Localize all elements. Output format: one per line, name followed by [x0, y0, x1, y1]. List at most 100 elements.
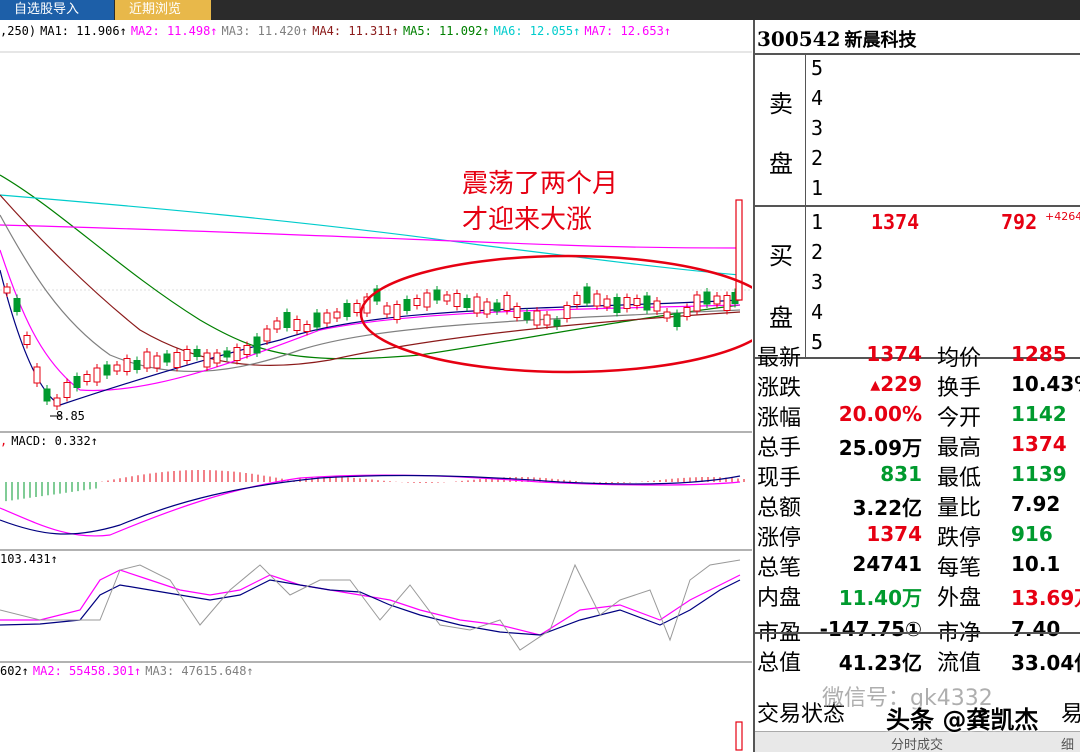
quote-value: 7.92: [1011, 492, 1061, 516]
bid1-volume: 792: [1001, 210, 1038, 234]
quote-value: 41.23亿: [838, 651, 922, 675]
macd-legend: , MACD: 0.332↑: [0, 434, 98, 448]
quote-label: 跌停: [937, 526, 982, 551]
quote-label: 最低: [937, 466, 982, 491]
candle: [683, 307, 691, 317]
candle: [233, 347, 241, 361]
ma4-label: MA4: 11.311↑: [312, 24, 399, 38]
candle: [483, 301, 491, 315]
top-tab-bar: 自选股导入 近期浏览: [0, 0, 1080, 20]
divider: [755, 632, 1080, 634]
candle: [63, 382, 71, 398]
buy-level: 2: [811, 240, 824, 264]
ma7-curve: [0, 224, 741, 249]
stock-header: 300542 新晨科技: [757, 26, 917, 52]
candle: [293, 319, 301, 331]
tab-tick-trades[interactable]: 分时成交: [891, 738, 944, 752]
quote-label: 现手: [757, 466, 802, 491]
chart-annotation: 震荡了两个月 才迎来大涨: [462, 166, 618, 238]
kline-svg: [0, 51, 752, 751]
candle: [353, 303, 361, 313]
buy-label-2: 盘: [769, 304, 793, 332]
buy-level: 3: [811, 270, 824, 294]
candle: [653, 300, 661, 312]
quote-value: -147.75①: [819, 617, 922, 641]
candle: [93, 367, 101, 383]
quote-value: 20.00%: [838, 402, 922, 426]
candle: [433, 289, 441, 301]
quote-label: 换手: [937, 376, 982, 401]
stock-code: 300542: [757, 27, 841, 51]
candle: [453, 293, 461, 307]
annotation-line-1: 震荡了两个月: [462, 169, 619, 199]
quote-label: 总手: [757, 436, 802, 461]
candle: [303, 324, 311, 332]
candle: [173, 352, 181, 368]
kdj-legend: 103.431↑: [0, 552, 58, 566]
candle: [403, 299, 411, 311]
sell-level: 5: [811, 56, 824, 80]
stock-name: 新晨科技: [844, 30, 917, 51]
wechat-watermark: 微信号：gk4332: [822, 686, 993, 711]
quote-label: 市盈: [757, 621, 802, 646]
quote-value: 1374: [866, 342, 922, 366]
kline-chart-area[interactable]: ,250) MA1: 11.906↑ MA2: 11.498↑ MA3: 11.420…: [0, 20, 752, 752]
ma6-curve: [0, 194, 741, 276]
quote-label: 涨停: [757, 526, 802, 551]
quote-row: 最新 1374 均价 1285: [755, 340, 1080, 371]
quote-value: 24741: [852, 552, 922, 576]
ma1-label: MA1: 11.906↑: [40, 24, 127, 38]
sell-level: 1: [811, 176, 824, 200]
sell-level: 4: [811, 86, 824, 110]
candle: [703, 291, 711, 305]
quote-value: 916: [1011, 522, 1053, 546]
ma3-curve: [0, 214, 741, 373]
tab-recent-browse[interactable]: 近期浏览: [115, 0, 211, 20]
ma5-curve: [0, 174, 741, 360]
quote-row: 涨停 1374 跌停 916: [755, 520, 1080, 551]
ma2-label: MA2: 11.498↑: [130, 24, 218, 38]
sell-label-1: 卖: [769, 90, 793, 118]
quote-value: 1142: [1011, 402, 1067, 426]
candle-limit-up: [735, 199, 743, 301]
candle: [223, 350, 231, 358]
quote-label: 今开: [937, 406, 982, 431]
tab-watchlist-import[interactable]: 自选股导入: [0, 0, 114, 20]
candle: [273, 320, 281, 330]
candle: [203, 352, 211, 368]
candle: [443, 294, 451, 302]
ma-prefix: ,250): [0, 24, 37, 38]
quote-row: 总手 25.09万 最高 1374: [755, 430, 1080, 461]
quote-value: 1139: [1011, 462, 1067, 486]
ma7-label: MA7: 12.653↑: [584, 24, 672, 38]
candle: [333, 311, 341, 319]
candle: [663, 311, 671, 319]
volume-legend: 602↑ MA2: 55458.301↑ MA3: 47615.648↑: [0, 664, 254, 678]
quote-label: 外盘: [937, 586, 982, 611]
candle: [583, 286, 591, 304]
quote-row: 总额 3.22亿 量比 7.92: [755, 490, 1080, 521]
candle: [523, 312, 531, 320]
quote-label: 每笔: [937, 556, 982, 581]
volume-bar: [735, 721, 743, 751]
tab-detail[interactable]: 细: [1061, 738, 1075, 752]
quote-label: 最高: [937, 436, 982, 461]
quote-label: 均价: [937, 346, 982, 371]
candle: [503, 295, 511, 311]
ma3-label: MA3: 11.420↑: [221, 24, 309, 38]
candle: [53, 397, 61, 407]
annotation-line-2: 才迎来大涨: [462, 205, 593, 235]
quote-value: 831: [880, 462, 922, 486]
candle: [723, 295, 731, 311]
macd-diff-line: [0, 474, 741, 535]
candle: [123, 358, 131, 372]
candle: [163, 353, 171, 363]
candle: [473, 296, 481, 314]
quote-value: 1285: [1011, 342, 1067, 366]
quote-value: 11.40万: [838, 586, 922, 610]
trade-status-row: 交易状态 易: [755, 696, 1080, 727]
trade-status-label: 交易状态: [757, 702, 846, 727]
quote-label: 流值: [937, 651, 982, 676]
candle: [513, 306, 521, 318]
quote-label: 最新: [757, 346, 802, 371]
